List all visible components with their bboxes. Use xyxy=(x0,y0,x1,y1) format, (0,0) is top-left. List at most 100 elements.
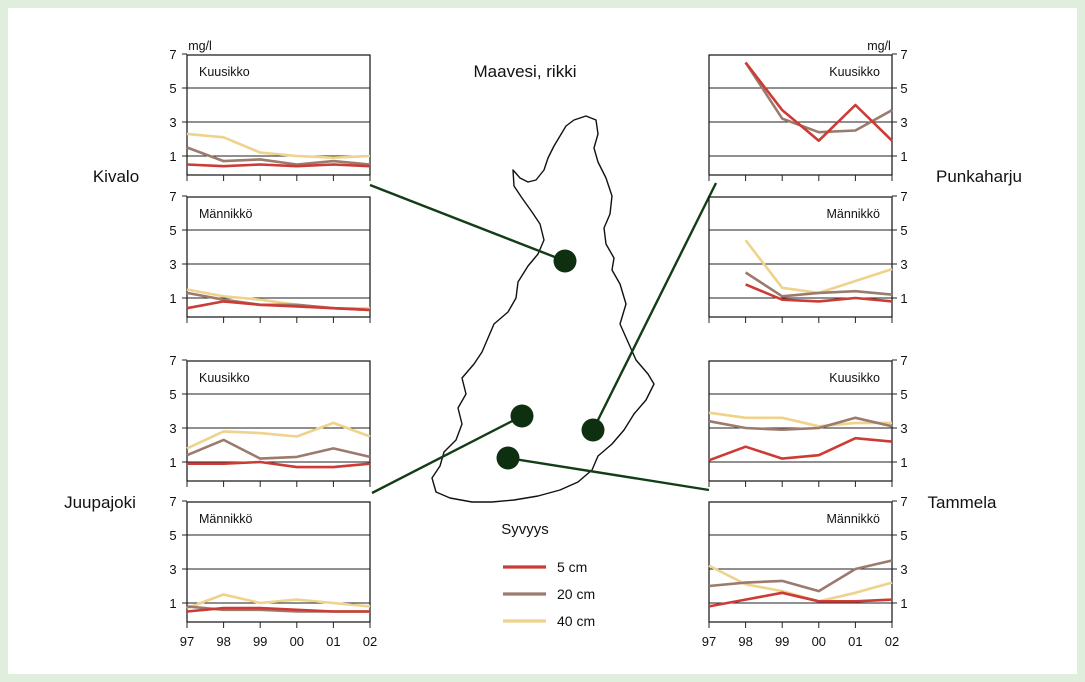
chart-frame xyxy=(708,360,893,482)
series-line-20-cm xyxy=(744,271,893,298)
x-tick-label: 00 xyxy=(290,634,304,649)
chart-tammela-kuusikko: 1 3 5 7 Kuusikko xyxy=(708,353,908,487)
y-tick-label: 1 xyxy=(169,455,176,470)
site-marker-punkaharju xyxy=(581,418,605,442)
series-line-40-cm xyxy=(186,593,371,610)
site-marker-tammela xyxy=(496,446,520,470)
y-tick-label: 7 xyxy=(169,353,176,368)
unit-label-right: mg/l xyxy=(867,39,891,53)
site-label-tammela: Tammela xyxy=(928,493,998,512)
y-tick-label: 5 xyxy=(900,223,907,238)
series-line-20-cm xyxy=(186,438,371,460)
series-line-40-cm xyxy=(744,239,893,295)
y-tick-label: 3 xyxy=(169,421,176,436)
connector-line-juupajoki xyxy=(371,414,523,495)
panel-label: Männikkö xyxy=(199,512,253,526)
finland-map-outline xyxy=(431,115,655,503)
unit-label-left: mg/l xyxy=(188,39,212,53)
series-line-40-cm xyxy=(186,421,371,450)
figure-canvas: 1 3 5 7 Kuusikko 1 3 5 7 Männikkö 1 3 5 7 Kuusikko 1 3 5 7… xyxy=(64,39,1022,649)
series-line-40-cm xyxy=(186,132,371,159)
chart-frame xyxy=(708,54,893,176)
series-line-5-cm xyxy=(186,163,371,168)
legend-label-20-cm: 20 cm xyxy=(557,586,595,602)
x-tick-label: 98 xyxy=(216,634,230,649)
chart-kivalo-kuusikko: 1 3 5 7 Kuusikko xyxy=(169,47,371,181)
chart-punkaharju-mannikko: 1 3 5 7 Männikkö xyxy=(708,189,908,323)
y-tick-label: 1 xyxy=(900,596,907,611)
x-tick-label: 02 xyxy=(363,634,377,649)
chart-frame xyxy=(186,360,371,482)
y-tick-label: 3 xyxy=(169,257,176,272)
connector-line-kivalo xyxy=(369,183,566,263)
y-tick-label: 3 xyxy=(169,562,176,577)
y-tick-label: 5 xyxy=(900,387,907,402)
chart-frame xyxy=(186,54,371,176)
chart-frame xyxy=(186,501,371,623)
y-tick-label: 7 xyxy=(169,189,176,204)
series-line-5-cm xyxy=(186,606,370,613)
chart-juupajoki-kuusikko: 1 3 5 7 Kuusikko xyxy=(169,353,371,487)
y-tick-label: 3 xyxy=(900,562,907,577)
figure-frame: 1 3 5 7 Kuusikko 1 3 5 7 Männikkö 1 3 5 7 Kuusikko 1 3 5 7… xyxy=(8,8,1077,674)
site-label-punkaharju: Punkaharju xyxy=(936,167,1022,186)
y-tick-label: 5 xyxy=(169,223,176,238)
chart-frame xyxy=(186,196,371,318)
series-line-5-cm xyxy=(745,283,893,303)
connector-line-tammela xyxy=(507,456,710,492)
chart-kivalo-mannikko: 1 3 5 7 Männikkö xyxy=(169,189,371,323)
panel-label: Kuusikko xyxy=(199,65,250,79)
y-tick-label: 7 xyxy=(169,47,176,62)
series-line-5-cm xyxy=(708,591,893,608)
chart-frame xyxy=(708,196,893,318)
panel-label: Männikkö xyxy=(199,207,253,221)
y-tick-label: 3 xyxy=(900,421,907,436)
chart-punkaharju-kuusikko: 1 3 5 7 Kuusikko xyxy=(708,47,908,181)
panel-label: Kuusikko xyxy=(829,371,880,385)
y-tick-label: 1 xyxy=(169,596,176,611)
panel-label: Kuusikko xyxy=(829,65,880,79)
series-line-5-cm xyxy=(187,460,371,469)
y-tick-label: 7 xyxy=(900,47,907,62)
x-tick-label: 97 xyxy=(180,634,194,649)
legend-label-5-cm: 5 cm xyxy=(557,559,587,575)
legend: Syvyys 5 cm 20 cm 40 cm xyxy=(501,521,595,629)
site-label-juupajoki: Juupajoki xyxy=(64,493,136,512)
x-tick-label: 99 xyxy=(253,634,267,649)
y-tick-label: 3 xyxy=(900,115,907,130)
chart-juupajoki-mannikko: 1 3 5 7 97 98 99 00 01 02 Männikkö xyxy=(169,494,377,649)
chart-tammela-mannikko: 1 3 5 7 97 98 99 00 01 02 Männikkö xyxy=(702,494,908,649)
connector-line-punkaharju xyxy=(591,182,718,431)
legend-title: Syvyys xyxy=(501,521,549,538)
series-line-20-cm xyxy=(186,146,371,166)
series-line-5-cm xyxy=(186,300,371,312)
y-tick-label: 1 xyxy=(900,455,907,470)
series-line-5-cm xyxy=(744,61,893,142)
series-line-5-cm xyxy=(708,436,893,462)
series-line-40-cm xyxy=(708,411,892,428)
x-tick-label: 02 xyxy=(885,634,899,649)
y-tick-label: 7 xyxy=(900,353,907,368)
figure-title: Maavesi, rikki xyxy=(474,62,577,81)
y-tick-label: 5 xyxy=(169,81,176,96)
y-tick-label: 7 xyxy=(900,494,907,509)
y-tick-label: 1 xyxy=(900,149,907,164)
chart-frame xyxy=(708,501,893,623)
series-line-20-cm xyxy=(708,559,893,593)
y-tick-label: 1 xyxy=(169,291,176,306)
y-tick-label: 1 xyxy=(169,149,176,164)
panel-label: Männikkö xyxy=(827,207,881,221)
site-label-kivalo: Kivalo xyxy=(93,167,139,186)
panel-label: Kuusikko xyxy=(199,371,250,385)
y-tick-label: 7 xyxy=(169,494,176,509)
y-tick-label: 5 xyxy=(900,528,907,543)
y-tick-label: 5 xyxy=(169,528,176,543)
x-tick-label: 98 xyxy=(738,634,752,649)
y-tick-label: 3 xyxy=(900,257,907,272)
x-tick-label: 97 xyxy=(702,634,716,649)
y-tick-label: 3 xyxy=(169,115,176,130)
y-tick-label: 7 xyxy=(900,189,907,204)
series-line-20-cm xyxy=(744,61,893,134)
site-marker-juupajoki xyxy=(510,404,534,428)
y-tick-label: 1 xyxy=(900,291,907,306)
